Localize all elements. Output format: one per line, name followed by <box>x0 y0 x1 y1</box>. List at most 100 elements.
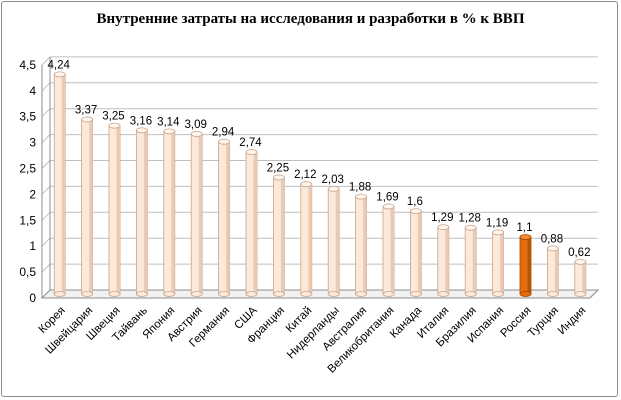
bar-top <box>547 245 559 252</box>
data-label: 2,94 <box>212 127 235 139</box>
category-label: Турция <box>526 305 561 340</box>
data-label: 1,29 <box>431 212 453 224</box>
bar-top <box>327 185 340 192</box>
y-tick-label: 1,5 <box>19 213 36 227</box>
data-label: 1,69 <box>376 191 398 203</box>
bar-Россия <box>519 234 532 297</box>
chart-title: Внутренние затраты на исследования и раз… <box>96 11 525 27</box>
category-labels: КореяШвейцарияШвецияТайваньЯпонияАвстрия… <box>37 304 589 375</box>
bar-top <box>437 224 450 231</box>
bar-shade <box>89 119 93 295</box>
gridline-depth <box>41 134 51 143</box>
data-labels: 4,24 3,37 3,25 3,16 3,14 3,09 2,94 2,74 2,25 2,12… <box>48 59 591 259</box>
bar-base <box>519 291 532 297</box>
gridline-depth <box>41 160 51 169</box>
y-tick-label: 0,5 <box>19 265 36 279</box>
y-tick-labels: 0 0,5 1 1,5 2 2,5 3 3,5 4 4,5 <box>19 58 36 305</box>
bar-shade <box>500 232 504 294</box>
bar-top <box>163 128 176 135</box>
bar-Австрия <box>190 131 203 297</box>
bar-top <box>574 258 587 265</box>
bar-base <box>218 291 231 297</box>
data-label: 3,09 <box>185 119 207 131</box>
bar-base <box>245 291 258 297</box>
y-tick-label: 3 <box>29 136 36 150</box>
bar-top <box>409 208 422 215</box>
bar-base <box>327 291 340 297</box>
y-tick-label: 2 <box>29 187 36 201</box>
bar-base <box>437 291 450 297</box>
bar-base <box>81 291 93 297</box>
bar-top <box>492 229 505 236</box>
bar-base <box>190 291 203 297</box>
bar-top <box>81 116 93 123</box>
bar-top <box>519 234 532 240</box>
bar-shade <box>554 248 559 294</box>
bar-top <box>355 193 368 200</box>
bar-Япония <box>163 128 176 297</box>
bar-Франция <box>272 174 285 297</box>
gridline-depth <box>41 237 51 247</box>
bar-shade <box>253 152 257 294</box>
y-tick-label: 1 <box>29 239 36 253</box>
chart-floor <box>40 289 600 299</box>
data-label: 2,03 <box>322 174 344 186</box>
bar-top <box>108 122 121 129</box>
gridline-depth <box>41 211 51 221</box>
gridlines <box>41 56 598 299</box>
y-tick-label: 2,5 <box>19 162 36 176</box>
data-label: 4,24 <box>48 59 71 71</box>
bar-Швеция <box>108 122 121 297</box>
bar-Швейцария <box>81 116 93 297</box>
bar-base <box>464 291 477 297</box>
bar-base <box>409 291 422 297</box>
bar-top <box>218 138 231 145</box>
data-label: 3,14 <box>157 116 180 128</box>
bar-shade <box>582 261 586 294</box>
bar-shade <box>445 227 449 294</box>
bar-shade <box>335 188 340 294</box>
data-label: 0,62 <box>568 247 590 259</box>
bar-base <box>300 291 313 297</box>
bar-top <box>53 71 66 78</box>
bar-Индия <box>574 258 587 297</box>
data-label: 1,6 <box>407 196 423 208</box>
axes <box>40 56 600 299</box>
bar-base <box>547 291 559 297</box>
gridline-depth <box>41 82 51 92</box>
gridline-depth <box>41 56 51 66</box>
bar-Корея <box>53 71 66 297</box>
bar-base <box>382 291 395 297</box>
bar-Нидерланды <box>327 185 340 297</box>
bar-Италия <box>437 224 450 297</box>
bar-Турция <box>547 245 559 297</box>
bar-top <box>190 131 203 137</box>
bar-top <box>300 181 313 188</box>
bar-base <box>108 291 121 297</box>
y-tick-label: 3,5 <box>19 110 36 124</box>
bar-Великобритания <box>382 203 395 297</box>
bar-Бразилия <box>464 224 477 297</box>
data-label: 2,12 <box>294 169 316 181</box>
y-tick-label: 4 <box>29 84 36 98</box>
gridline-depth <box>41 108 51 118</box>
bar-shade <box>116 125 120 295</box>
data-label: 1,88 <box>349 182 371 194</box>
bar-top <box>464 224 477 231</box>
bar-shade <box>417 211 422 294</box>
bar-Канада <box>409 208 422 297</box>
bar-shade <box>198 133 203 294</box>
bars <box>53 71 587 297</box>
bar-shade <box>171 131 175 294</box>
bar-base <box>53 291 66 297</box>
data-label: 3,37 <box>75 104 97 116</box>
bar-shade <box>527 237 531 294</box>
data-label: 1,19 <box>486 217 508 229</box>
bar-top <box>135 127 148 134</box>
bar-Австралия <box>355 193 368 297</box>
bar-base <box>574 291 587 297</box>
bar-shade <box>308 184 312 294</box>
data-label: 0,88 <box>541 233 563 245</box>
bar-Германия <box>218 138 231 297</box>
